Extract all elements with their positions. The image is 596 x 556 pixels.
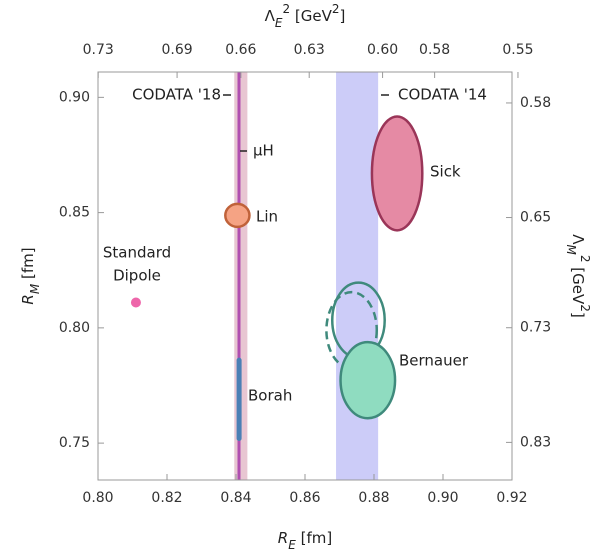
axis-title: RE [fm] bbox=[278, 529, 332, 552]
axis-title-part: R bbox=[19, 294, 37, 304]
series-label: Borah bbox=[248, 387, 292, 405]
series-label: μH bbox=[253, 142, 274, 160]
x-tick-label: 0.92 bbox=[496, 490, 527, 506]
x-tick-label: 0.82 bbox=[151, 490, 182, 506]
axis-title-part: M bbox=[28, 283, 42, 294]
x-tick-label: 0.80 bbox=[82, 490, 113, 506]
x2-tick-label: 0.60 bbox=[367, 42, 398, 58]
x2-tick-label: 0.63 bbox=[294, 42, 325, 58]
axis-title-part: R bbox=[278, 529, 288, 547]
axis-title-part: E bbox=[288, 538, 296, 552]
y2-tick-label: 0.58 bbox=[520, 95, 551, 111]
series-label: Sick bbox=[430, 163, 461, 181]
ellipse bbox=[370, 115, 424, 232]
axis-title-part: [GeV bbox=[290, 7, 332, 25]
axis-title-part: [fm] bbox=[296, 529, 332, 547]
plot-area bbox=[130, 72, 424, 480]
x-tick-label: 0.90 bbox=[427, 490, 458, 506]
axis-title-part: E bbox=[275, 16, 283, 30]
y2-tick-label: 0.83 bbox=[520, 434, 551, 450]
axis-title-part: 2 bbox=[332, 2, 340, 16]
series-label: Lin bbox=[256, 208, 278, 226]
x-tick-label: 0.88 bbox=[358, 490, 389, 506]
x2-tick-label: 0.69 bbox=[161, 42, 192, 58]
series-label: CODATA '18 bbox=[132, 86, 221, 104]
ellipse bbox=[325, 290, 379, 370]
y-tick-label: 0.85 bbox=[59, 205, 90, 221]
axis-title-part: 2 bbox=[282, 2, 290, 16]
axis-title-part: ] bbox=[570, 312, 588, 318]
axis-title-part: Λ bbox=[570, 234, 588, 245]
y2-tick-label: 0.65 bbox=[520, 210, 551, 226]
axis-title-part: [GeV bbox=[570, 263, 588, 305]
x2-tick-label: 0.73 bbox=[83, 42, 114, 58]
x2-tick-label: 0.55 bbox=[502, 42, 533, 58]
y-tick-label: 0.90 bbox=[59, 89, 90, 105]
x2-tick-label: 0.58 bbox=[419, 42, 450, 58]
x-tick-label: 0.84 bbox=[220, 490, 251, 506]
series-label: CODATA '14 bbox=[398, 86, 487, 104]
axis-title-part: Λ bbox=[265, 7, 276, 25]
y-tick-label: 0.80 bbox=[59, 320, 90, 336]
x2-tick-label: 0.66 bbox=[225, 42, 256, 58]
axis-title-part: [fm] bbox=[19, 247, 37, 283]
point bbox=[130, 297, 141, 308]
axis-title-part: M bbox=[565, 245, 579, 256]
axis-title-part: 2 bbox=[579, 304, 593, 312]
axis-title-part: ] bbox=[340, 7, 346, 25]
series-label: Bernauer bbox=[399, 352, 469, 370]
y2-tick-label: 0.73 bbox=[520, 320, 551, 336]
ellipse bbox=[339, 340, 397, 420]
series-label: Standard bbox=[103, 244, 171, 262]
axis-title-part: 2 bbox=[579, 255, 593, 263]
ellipse bbox=[224, 202, 251, 229]
axis-title: ΛE2 [GeV2] bbox=[265, 2, 346, 30]
y-tick-label: 0.75 bbox=[59, 435, 90, 451]
axis-title: RM [fm] bbox=[19, 247, 42, 304]
series-label: Dipole bbox=[113, 267, 161, 285]
axis-title: ΛM2 [GeV2] bbox=[565, 234, 593, 318]
x-tick-label: 0.86 bbox=[289, 490, 320, 506]
